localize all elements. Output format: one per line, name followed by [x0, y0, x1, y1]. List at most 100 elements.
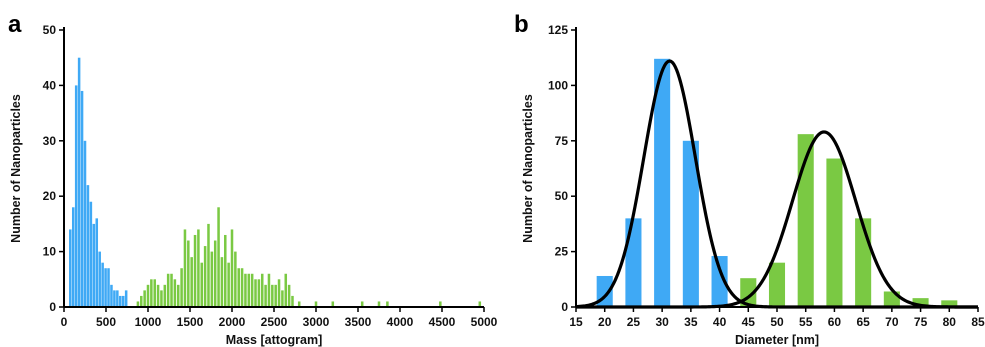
y-axis-label: Number of Nanoparticles — [9, 94, 23, 243]
x-tick-label: 2500 — [261, 315, 288, 329]
x-tick-label: 15 — [569, 315, 583, 329]
bar — [625, 218, 642, 307]
bar — [183, 229, 187, 307]
x-tick-label: 50 — [770, 315, 784, 329]
bar — [711, 256, 728, 307]
bar — [224, 234, 227, 307]
bar — [83, 140, 87, 307]
x-tick-label: 1500 — [177, 315, 204, 329]
x-tick-label: 55 — [799, 315, 813, 329]
x-axis-label: Mass [attogram] — [226, 333, 323, 347]
bar — [200, 262, 204, 307]
x-tick-label: 3500 — [345, 315, 372, 329]
y-tick-label: 125 — [548, 23, 568, 37]
bar — [98, 251, 101, 307]
bar — [136, 301, 140, 307]
y-tick-label: 10 — [43, 245, 57, 259]
bar — [264, 284, 267, 307]
x-tick-label: 40 — [713, 315, 727, 329]
bar — [89, 201, 93, 307]
panel-label: b — [514, 11, 529, 38]
bar — [92, 223, 96, 307]
bar — [797, 134, 814, 307]
bar — [74, 85, 78, 308]
bar — [386, 301, 389, 307]
y-tick-label: 25 — [555, 245, 569, 259]
x-tick-label: 20 — [598, 315, 612, 329]
bar — [207, 223, 210, 307]
bar — [234, 251, 237, 307]
bar — [240, 268, 244, 307]
bar — [826, 158, 843, 307]
x-tick-label: 4500 — [429, 315, 456, 329]
x-tick-label: 0 — [61, 315, 68, 329]
y-axis-label: Number of Nanoparticles — [521, 94, 535, 243]
bar — [86, 185, 90, 307]
bar — [244, 273, 247, 307]
bar — [912, 298, 929, 307]
bar — [119, 295, 122, 307]
bar — [197, 229, 200, 307]
bar — [180, 268, 183, 307]
bar — [267, 273, 271, 307]
bar — [291, 295, 294, 307]
x-axis-label: Diameter [nm] — [735, 333, 819, 347]
bar — [210, 251, 214, 307]
panel-b: b 0 25 50 75 100 125 15 20 25 30 35 40 45 50 55 60 65 70 75… — [514, 11, 985, 347]
series-1 — [596, 58, 728, 308]
bar — [71, 207, 75, 307]
bar — [170, 273, 173, 307]
bar — [163, 284, 167, 307]
bar — [478, 301, 482, 307]
bar — [104, 268, 107, 307]
x-tick-label: 4000 — [387, 315, 414, 329]
bar — [247, 273, 251, 307]
x-tick-label: 35 — [684, 315, 698, 329]
x-tick-label: 30 — [655, 315, 669, 329]
y-tick-label: 20 — [43, 189, 57, 203]
x-tick-label: 45 — [742, 315, 756, 329]
bar — [101, 262, 104, 307]
bar — [80, 90, 84, 307]
bar — [95, 218, 99, 307]
series-2 — [740, 134, 958, 307]
bar — [227, 262, 230, 307]
bar — [360, 301, 364, 307]
bar — [377, 301, 381, 307]
bar — [146, 284, 150, 307]
bar — [113, 290, 116, 307]
bar — [439, 301, 442, 307]
bar — [153, 279, 156, 307]
bar — [203, 246, 207, 307]
bar — [254, 279, 257, 307]
bar — [193, 234, 197, 307]
bar — [314, 301, 318, 307]
y-tick-label: 50 — [555, 189, 569, 203]
bar — [274, 284, 277, 307]
bar — [187, 240, 190, 307]
series-2 — [136, 207, 482, 307]
bar — [271, 284, 274, 307]
x-tick-label: 75 — [914, 315, 928, 329]
y-tick-label: 100 — [548, 78, 568, 92]
y-tick-label: 30 — [43, 134, 57, 148]
x-tick-label: 1000 — [135, 315, 162, 329]
bar — [230, 229, 234, 307]
bar — [116, 290, 119, 307]
x-tick-label: 25 — [627, 315, 641, 329]
bar — [166, 273, 170, 307]
bar — [260, 273, 264, 307]
bar — [173, 279, 177, 307]
x-tick-label: 2000 — [219, 315, 246, 329]
panel-label: a — [8, 11, 22, 38]
x-tick-label: 60 — [828, 315, 842, 329]
x-tick-label: 3000 — [303, 315, 330, 329]
bar — [257, 279, 261, 307]
bar — [331, 301, 335, 307]
bar — [160, 290, 163, 307]
x-tick-label: 85 — [971, 315, 985, 329]
bar — [77, 57, 81, 308]
bar — [281, 290, 284, 307]
